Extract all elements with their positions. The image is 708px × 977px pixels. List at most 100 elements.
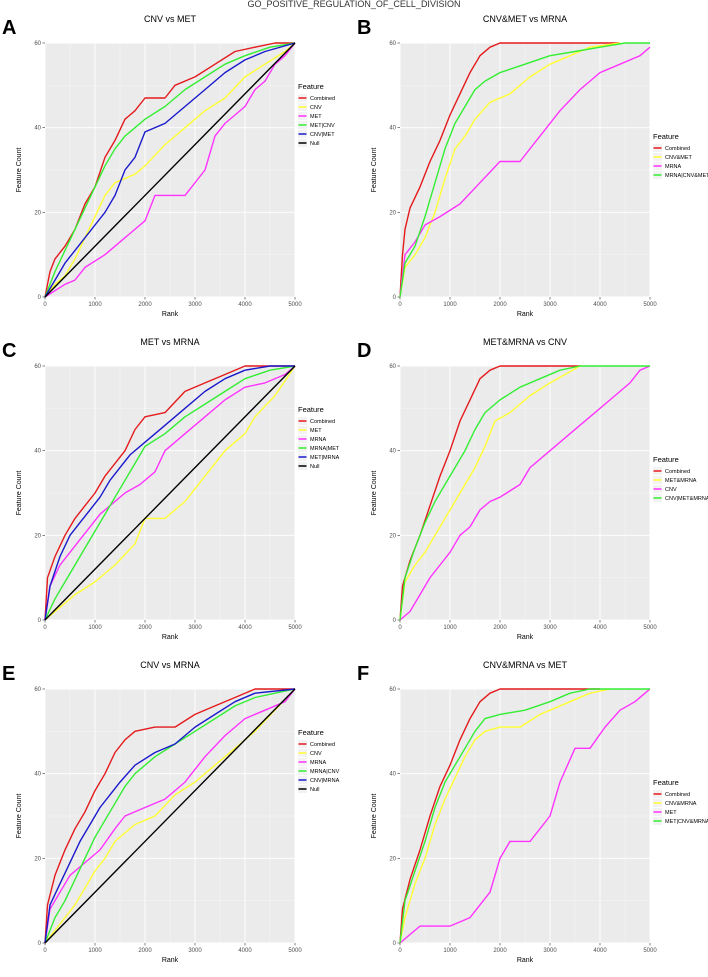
legend: Feature Combined CNV&MRNA MET MET|CNV&MRNA xyxy=(653,778,708,825)
legend-label-null: Null xyxy=(310,141,319,147)
legend-title: Feature xyxy=(298,405,324,414)
legend: Feature Combined CNV&MET MRNA MRNA|CNV&MET xyxy=(653,132,708,179)
series-line-null xyxy=(44,365,296,621)
series-line-mrna-cnv-met xyxy=(399,42,650,298)
grid xyxy=(44,42,296,298)
series-line-mrna xyxy=(44,365,296,621)
x-tick-label: 4000 xyxy=(593,948,607,954)
x-axis-label: Rank xyxy=(162,311,179,318)
x-tick-label: 0 xyxy=(43,948,47,954)
series-line-cnv xyxy=(399,365,651,621)
legend-label-met: MET xyxy=(310,428,322,434)
series-line-combined xyxy=(44,42,295,298)
legend-title: Feature xyxy=(653,455,679,464)
grid xyxy=(399,365,651,621)
legend-label-null: Null xyxy=(310,787,319,793)
series-line-cnv-mrna xyxy=(399,688,611,944)
chart-panel-b: B CNV&MET vs MRNA 0 1000 2000 3000 4000 5000 0 20… xyxy=(357,14,708,318)
x-tick-label: 2000 xyxy=(138,302,152,308)
series-line-null xyxy=(44,42,296,298)
y-tick-label: 40 xyxy=(389,772,396,778)
y-tick-label: 20 xyxy=(34,856,41,862)
x-tick-label: 5000 xyxy=(643,302,657,308)
y-axis-label: Feature Count xyxy=(371,471,378,516)
series-line-null xyxy=(44,688,296,944)
legend-title: Feature xyxy=(298,728,324,737)
legend-label-cnv-mrna: CNV&MRNA xyxy=(665,801,697,807)
legend-label-met: MET xyxy=(310,114,322,120)
series-line-cnv-mrna xyxy=(44,688,296,944)
panel-letter: E xyxy=(2,663,15,685)
legend-label-combined: Combined xyxy=(665,792,690,798)
x-tick-label: 0 xyxy=(398,625,402,631)
x-tick-label: 3000 xyxy=(188,625,202,631)
legend: Feature Combined CNV MET MET|CNV CNV|MET Null xyxy=(298,82,335,147)
x-tick-label: 1000 xyxy=(88,948,102,954)
y-tick-label: 0 xyxy=(38,941,42,947)
legend-label-mrna: MRNA xyxy=(310,760,327,766)
panel-letter: A xyxy=(2,17,16,39)
y-tick-label: 0 xyxy=(393,618,397,624)
x-tick-label: 1000 xyxy=(88,302,102,308)
x-tick-label: 3000 xyxy=(543,625,557,631)
y-tick-label: 0 xyxy=(393,941,397,947)
x-tick-label: 5000 xyxy=(643,948,657,954)
series-lines xyxy=(44,365,296,621)
legend-label-cnv-met: CNV|MET xyxy=(310,132,335,138)
x-tick-label: 1000 xyxy=(443,625,457,631)
panel-letter: B xyxy=(357,17,371,39)
series-line-combined xyxy=(399,42,620,298)
legend-title: Feature xyxy=(298,82,324,91)
y-axis-label: Feature Count xyxy=(16,148,23,193)
y-tick-label: 20 xyxy=(389,856,396,862)
x-tick-label: 3000 xyxy=(188,302,202,308)
y-tick-label: 60 xyxy=(34,364,41,370)
y-tick-label: 20 xyxy=(34,210,41,216)
legend-label-cnv: CNV xyxy=(665,487,677,493)
x-tick-label: 3000 xyxy=(543,302,557,308)
y-tick-label: 40 xyxy=(34,772,41,778)
y-tick-label: 20 xyxy=(389,210,396,216)
series-lines xyxy=(399,688,651,944)
legend-label-met: MET xyxy=(665,810,677,816)
series-line-mrna-met xyxy=(44,365,296,621)
chart-panel-a: A CNV vs MET 0 1000 2000 3000 4000 5000 0 20 40 60 R… xyxy=(2,14,335,318)
legend-label-mrna: MRNA xyxy=(310,437,327,443)
y-tick-label: 0 xyxy=(393,295,397,301)
legend-label-mrna-cnv: MRNA|CNV xyxy=(310,769,340,775)
series-line-combined xyxy=(399,688,600,944)
grid xyxy=(399,42,651,298)
series-line-met xyxy=(44,42,296,298)
x-tick-label: 2000 xyxy=(493,302,507,308)
x-tick-label: 1000 xyxy=(443,948,457,954)
series-line-combined xyxy=(44,688,295,944)
series-lines xyxy=(399,42,651,298)
x-tick-label: 5000 xyxy=(288,302,302,308)
x-tick-label: 2000 xyxy=(138,625,152,631)
legend-label-mrna-cnv-met: MRNA|CNV&MET xyxy=(665,173,708,179)
y-axis-label: Feature Count xyxy=(16,794,23,839)
chart-title: CNV&MET vs MRNA xyxy=(483,14,567,24)
legend: Feature Combined MET&MRNA CNV CNV|MET&MRNA xyxy=(653,455,708,502)
y-tick-label: 60 xyxy=(34,687,41,693)
series-line-mrna-cnv xyxy=(44,688,296,944)
y-tick-label: 20 xyxy=(34,533,41,539)
chart-panel-f: F CNV&MRNA vs MET 0 1000 2000 3000 4000 5000 0 20… xyxy=(357,660,708,964)
series-line-met-cnv xyxy=(44,42,296,298)
y-tick-label: 0 xyxy=(38,295,42,301)
series-lines xyxy=(44,688,296,944)
chart-title: CNV vs MRNA xyxy=(140,660,200,670)
y-axis-label: Feature Count xyxy=(371,148,378,193)
figure-title: GO_POSITIVE_REGULATION_OF_CELL_DIVISION xyxy=(248,0,461,9)
legend-label-cnv-mrna: CNV|MRNA xyxy=(310,778,340,784)
x-tick-label: 4000 xyxy=(593,625,607,631)
series-line-cnv xyxy=(44,42,296,298)
legend-label-mrna: MRNA xyxy=(665,164,682,170)
x-tick-label: 0 xyxy=(398,302,402,308)
x-axis-label: Rank xyxy=(517,957,534,964)
series-line-met xyxy=(44,365,296,621)
legend-label-met-cnv: MET|CNV xyxy=(310,123,335,129)
series-line-cnv-met-mrna xyxy=(399,365,650,621)
series-line-cnv-met xyxy=(44,42,296,298)
